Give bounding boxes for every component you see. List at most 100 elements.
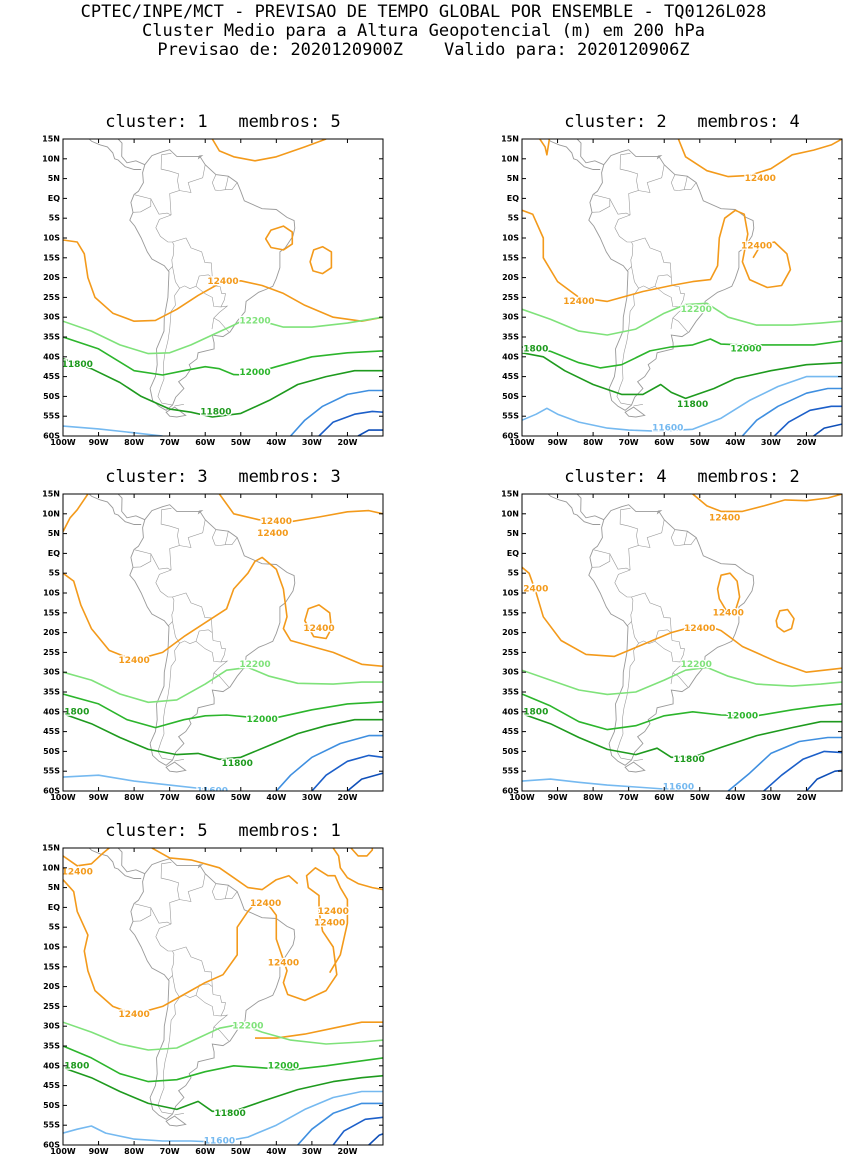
- country-border: [670, 174, 679, 191]
- contour-label: 11800: [58, 707, 89, 717]
- header-line-2: Cluster Medio para a Altura Geopotencial…: [142, 21, 705, 41]
- country-border: [211, 174, 220, 191]
- country-border: [174, 759, 184, 762]
- lat-label: 50S: [502, 392, 519, 401]
- contour-12400: [63, 239, 383, 322]
- contour-12200: [522, 302, 842, 336]
- lon-label: 60W: [195, 438, 215, 447]
- contour-12400: [151, 848, 299, 891]
- lat-label: 40S: [502, 352, 519, 361]
- contour-12200: [63, 666, 383, 704]
- country-border: [672, 317, 688, 333]
- lon-label: 30W: [302, 1147, 322, 1156]
- header-line-3: Previsao de: 2020120900Z Valido para: 20…: [157, 40, 690, 60]
- lon-label: 100W: [50, 793, 76, 802]
- country-border: [195, 641, 226, 663]
- contour-12400: [332, 848, 383, 891]
- contour-12400: [211, 139, 327, 162]
- lon-label: 20W: [796, 438, 816, 447]
- contour-label: 12400: [268, 958, 299, 968]
- lat-label: 20S: [43, 628, 60, 637]
- lat-label: 5N: [48, 883, 60, 892]
- country-border: [172, 266, 213, 290]
- lat-label: 50S: [43, 747, 60, 756]
- country-border: [213, 317, 229, 333]
- lat-label: 25S: [502, 648, 519, 657]
- contour-12400: [63, 494, 89, 532]
- map-svg: 12400 12400 12400 12400 12400 12400 12200 12000…: [42, 844, 384, 1156]
- contour-label: 12000: [246, 715, 277, 725]
- lat-label: 15N: [501, 490, 519, 499]
- contour-label: 12000: [239, 368, 270, 378]
- contour-12400: [309, 245, 333, 275]
- contour-label: 12400: [261, 517, 292, 527]
- lat-label: 55S: [43, 412, 60, 421]
- lon-label: 100W: [50, 1147, 76, 1156]
- lat-label: 10N: [42, 863, 60, 872]
- lat-label: 25S: [502, 293, 519, 302]
- contour-12400: [775, 608, 795, 633]
- country-border: [219, 531, 229, 546]
- contour-label: 12000: [268, 1061, 299, 1071]
- lat-label: 60S: [502, 787, 519, 796]
- lat-label: 45S: [43, 372, 60, 381]
- lon-label: 60W: [654, 793, 674, 802]
- country-border: [172, 975, 213, 999]
- lat-label: 10S: [43, 589, 60, 598]
- lon-label: 70W: [160, 1147, 180, 1156]
- contour-11400: [290, 389, 383, 436]
- lat-label: 45S: [43, 1081, 60, 1090]
- contour-12400: [255, 1021, 383, 1039]
- lat-label: 5N: [48, 529, 60, 538]
- lat-label: 45S: [43, 727, 60, 736]
- contour-11800: [63, 358, 383, 418]
- lat-label: 15S: [43, 253, 60, 262]
- lat-label: 15N: [42, 844, 60, 853]
- country-border: [609, 198, 631, 216]
- lon-label: 30W: [302, 438, 322, 447]
- country-border: [212, 285, 226, 294]
- contour-label: 12200: [681, 660, 712, 670]
- contour-12400: [63, 556, 383, 668]
- lat-label: 40S: [43, 352, 60, 361]
- country-border: [638, 164, 665, 193]
- contour-11800: [522, 713, 842, 759]
- contour-12400: [218, 494, 383, 523]
- lon-label: 70W: [160, 793, 180, 802]
- contour-12400: [264, 225, 294, 251]
- lat-label: 10S: [43, 234, 60, 243]
- country-border: [631, 592, 673, 641]
- country-border: [150, 553, 172, 571]
- contour-label: 12400: [741, 241, 772, 251]
- map-panel-1: 12400 12200 12000 11800 11800 15N 10N 5N EQ 5S 10S…: [42, 135, 384, 447]
- country-border: [225, 891, 238, 899]
- lat-label: 45S: [502, 372, 519, 381]
- coastline-south-america: [129, 504, 296, 766]
- lat-label: 10S: [502, 589, 519, 598]
- lon-label: 80W: [583, 438, 603, 447]
- map-frame: [62, 493, 384, 792]
- map-panel-4: 12400 12400 12400 12400 12200 12000 11800 11800…: [501, 490, 843, 802]
- lon-label: 60W: [195, 793, 215, 802]
- country-border: [150, 198, 172, 216]
- contour-label: 11600: [204, 1137, 235, 1147]
- lon-label: 40W: [266, 793, 286, 802]
- country-border: [211, 660, 229, 685]
- country-border: [132, 549, 152, 568]
- country-border: [212, 640, 226, 649]
- lat-label: 50S: [502, 747, 519, 756]
- contour-11400: [275, 734, 383, 791]
- lon-label: 90W: [89, 438, 109, 447]
- contour-12400: [692, 494, 842, 513]
- map-svg: 12400 12400 12400 12200 12000 11800 11800 11600…: [501, 135, 843, 447]
- country-border: [631, 237, 673, 286]
- coastline-central-america-pacific: [88, 494, 142, 525]
- coastline-central-america-pacific: [547, 139, 601, 170]
- contour-11400: [741, 387, 842, 436]
- country-border: [609, 553, 631, 571]
- lat-label: 5N: [48, 174, 60, 183]
- lat-label: EQ: [48, 549, 60, 558]
- coastline-tierra-del-fuego: [624, 406, 646, 418]
- map-content: 12400 12400 12400 12400 12400 12400 12200 12000…: [63, 848, 383, 1147]
- lat-label: 10S: [43, 943, 60, 952]
